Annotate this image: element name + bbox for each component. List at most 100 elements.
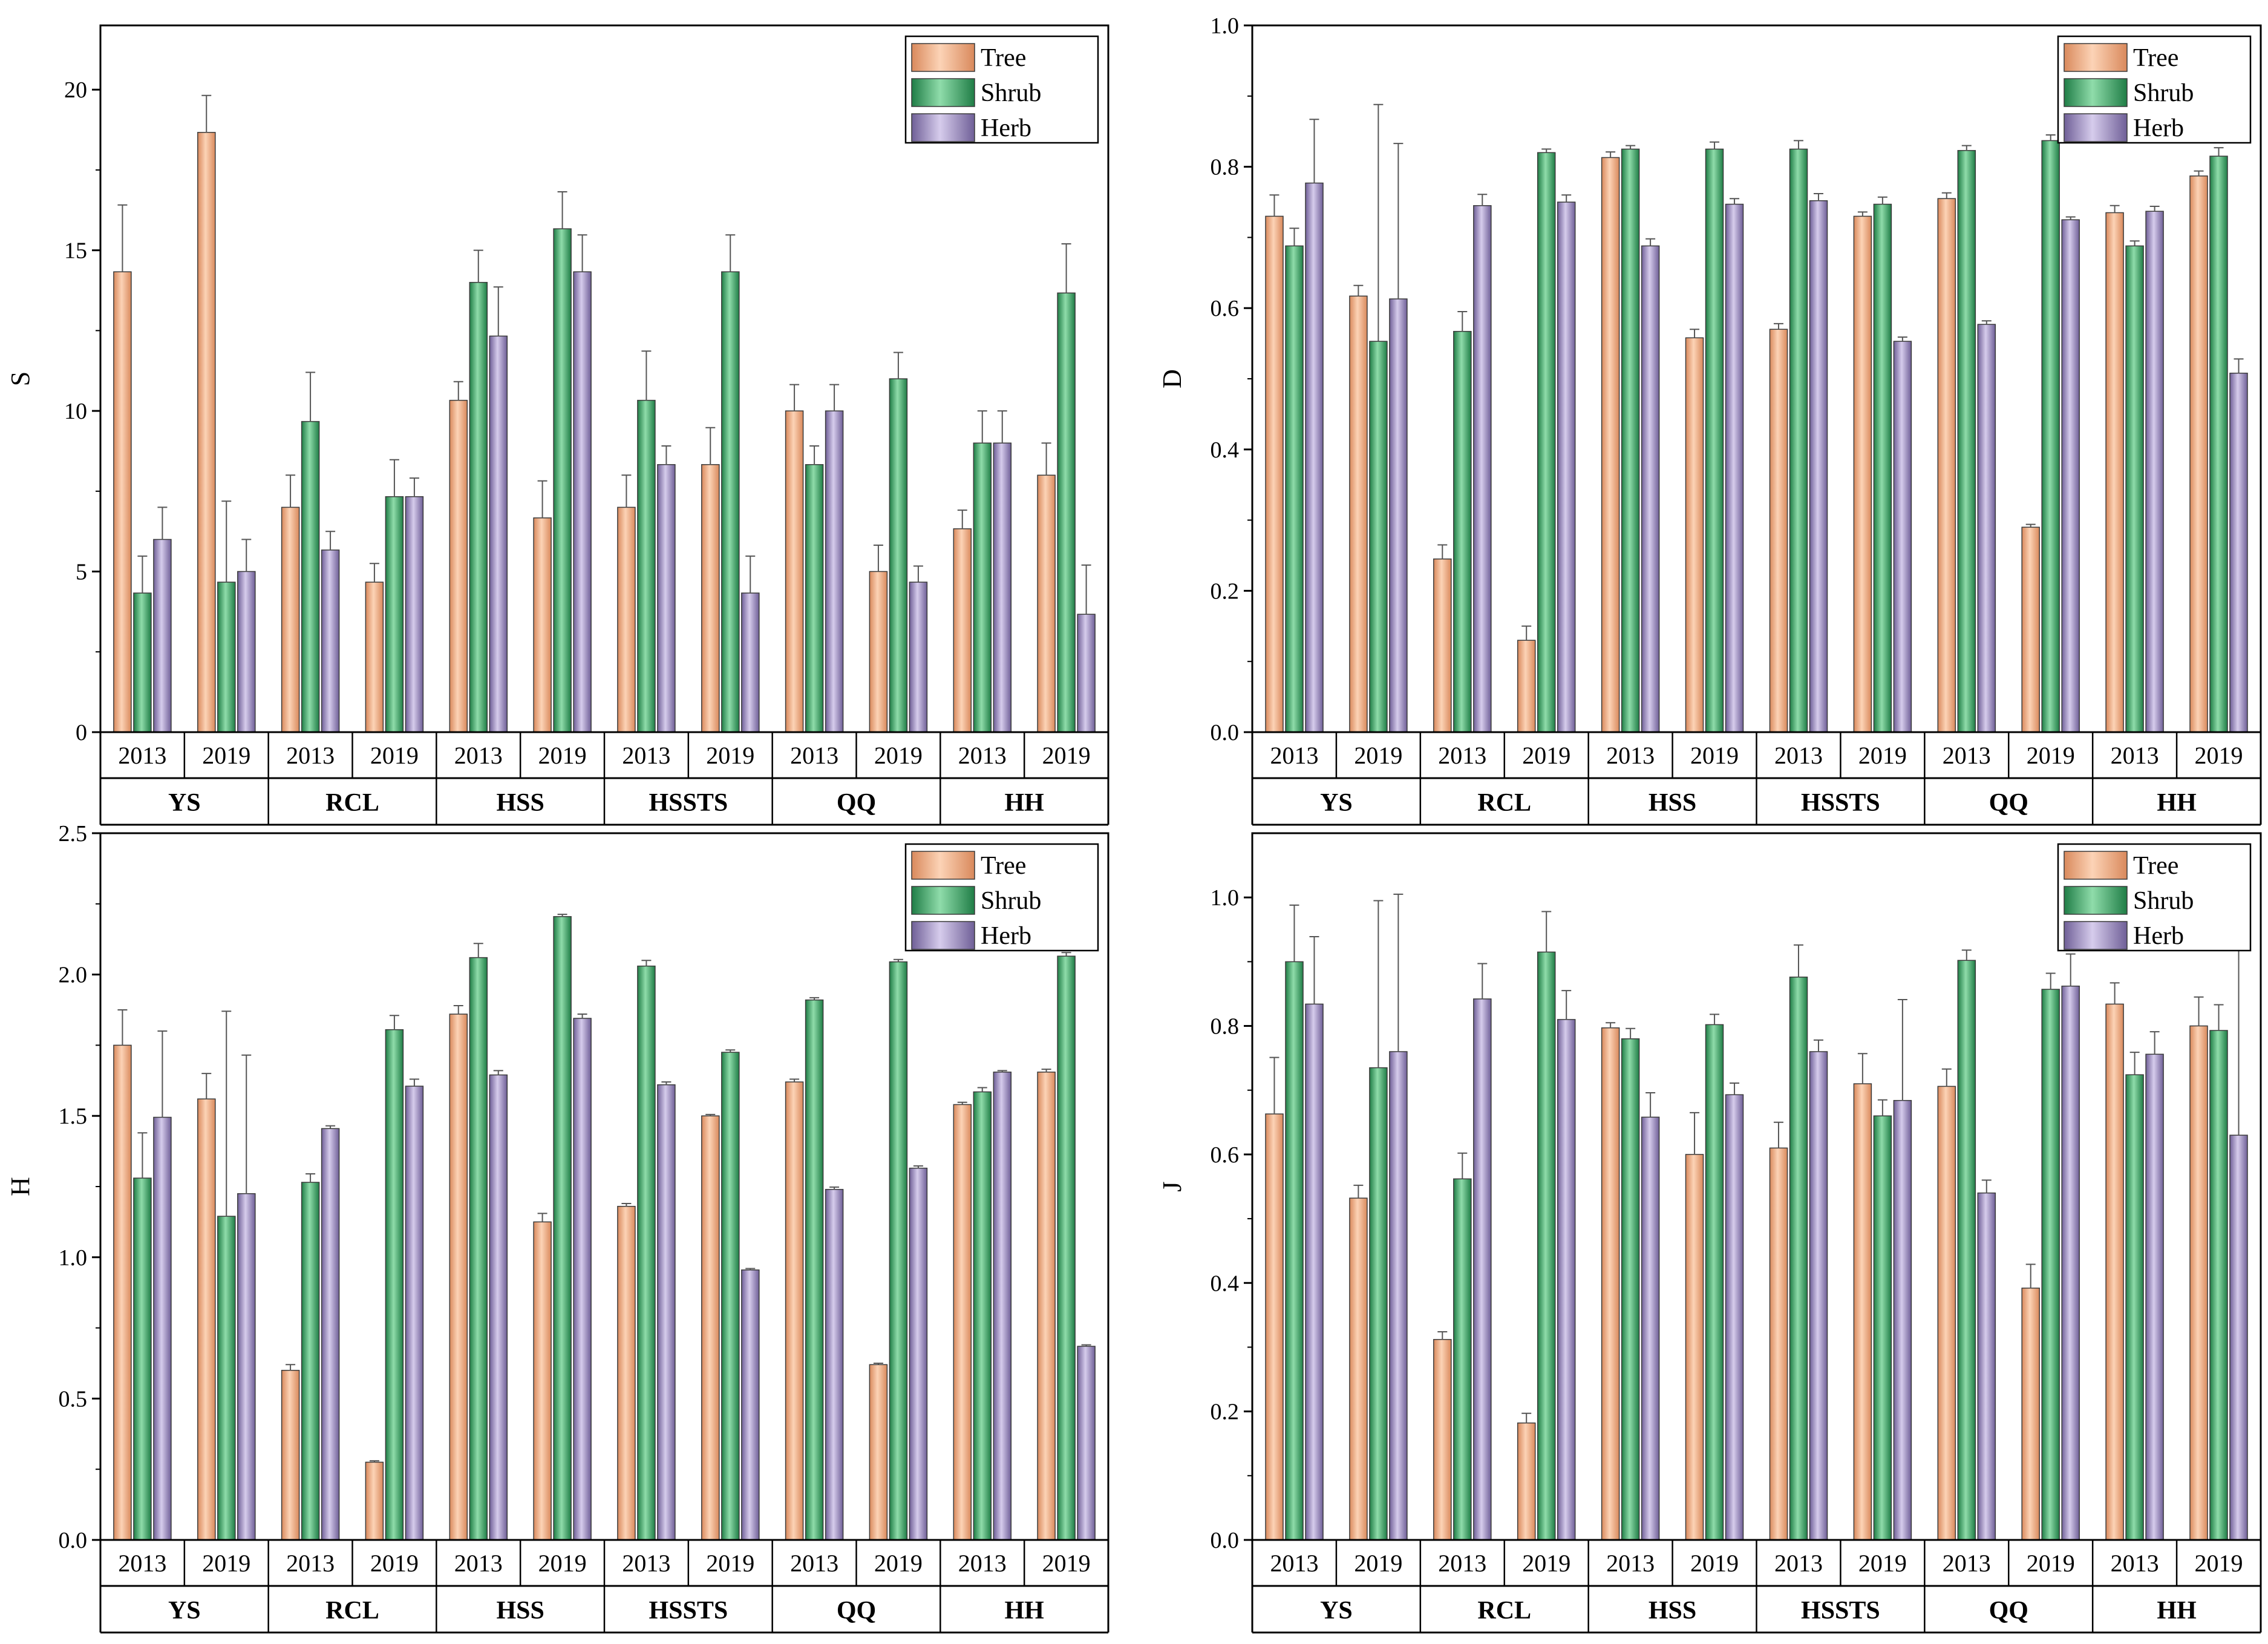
year-label: 2019	[1354, 1550, 1402, 1577]
bar-shrub-qq-2019	[2041, 140, 2060, 733]
bar-tree-qq-2019	[2021, 526, 2040, 733]
y-tick-label: 0.0	[59, 1528, 88, 1553]
bar-herb-qq-2013	[1977, 1192, 1996, 1541]
bar-shrub-ys-2013	[133, 1177, 152, 1541]
year-label: 2019	[2195, 742, 2243, 769]
year-label: 2013	[286, 742, 335, 769]
bar-shrub-qq-2019	[889, 961, 908, 1541]
y-tick-label: 15	[64, 238, 87, 264]
year-label: 2019	[1858, 1550, 1907, 1577]
legend-swatch-shrub	[911, 886, 975, 915]
bar-tree-hssts-2019	[701, 1115, 720, 1541]
bar-shrub-hh-2019	[2209, 1030, 2228, 1541]
bar-tree-hh-2019	[2189, 175, 2208, 733]
panel-s-species-richness: 0 5 10 15 20 S 2013 2019 2013 2019 2013 2019 2013 201…	[5, 24, 1109, 826]
legend-swatch-herb	[2064, 921, 2128, 950]
bar-shrub-ys-2013	[1285, 245, 1304, 733]
bar-tree-qq-2013	[1937, 198, 1956, 733]
bar-tree-qq-2019	[869, 571, 888, 733]
bar-shrub-rcl-2019	[385, 1029, 404, 1541]
year-label: 2019	[1522, 742, 1570, 769]
y-tick-label: 1.5	[59, 1104, 88, 1129]
bar-herb-hh-2019	[1077, 614, 1096, 733]
legend-label-herb: Herb	[2133, 114, 2184, 142]
legend-swatch-tree	[911, 851, 975, 880]
bar-tree-qq-2019	[869, 1364, 888, 1541]
y-tick-label: 0.8	[1211, 155, 1240, 180]
bar-shrub-hss-2019	[1705, 148, 1724, 733]
y-axis-label: S	[5, 372, 35, 386]
bar-shrub-qq-2013	[1957, 149, 1976, 733]
year-label: 2019	[1042, 742, 1091, 769]
legend-label-herb: Herb	[2133, 922, 2184, 950]
bar-herb-hh-2019	[2229, 1135, 2248, 1541]
site-label-ys: YS	[168, 789, 201, 817]
bar-herb-hh-2013	[2145, 211, 2164, 733]
bar-shrub-hh-2019	[2209, 156, 2228, 733]
legend-label-shrub: Shrub	[2133, 887, 2194, 915]
bar-shrub-qq-2019	[2041, 989, 2060, 1541]
legend-swatch-shrub	[2064, 886, 2128, 915]
bar-herb-rcl-2019	[1557, 1019, 1576, 1541]
bar-shrub-hssts-2013	[1789, 977, 1808, 1541]
y-tick-label: 20	[64, 77, 87, 103]
legend-swatch-shrub	[911, 78, 975, 107]
bar-tree-hssts-2013	[1769, 1147, 1788, 1541]
bar-tree-rcl-2019	[365, 1461, 384, 1541]
y-tick-label: 0.4	[1211, 1271, 1240, 1296]
bar-herb-hssts-2019	[741, 592, 760, 733]
year-label: 2019	[1690, 1550, 1739, 1577]
bar-herb-hssts-2013	[1809, 1051, 1828, 1541]
year-label: 2013	[790, 1550, 838, 1577]
panel-j-pielou-evenness: 0.0 0.2 0.4 0.6 0.8 1.0 J 2013 2019 2013 2019 2013 2…	[1157, 832, 2262, 1634]
site-label-hss: HSS	[496, 789, 544, 817]
bar-herb-hss-2019	[573, 271, 592, 733]
bar-herb-ys-2013	[153, 539, 172, 733]
bar-tree-hss-2019	[1685, 1154, 1704, 1541]
bar-shrub-hh-2013	[2125, 1074, 2144, 1541]
year-label: 2013	[1270, 1550, 1318, 1577]
bar-herb-hssts-2013	[657, 464, 676, 733]
bar-tree-hh-2013	[953, 528, 972, 733]
year-label: 2019	[874, 1550, 923, 1577]
legend-label-shrub: Shrub	[981, 887, 1041, 915]
bar-shrub-hss-2019	[553, 916, 572, 1541]
bar-shrub-hh-2019	[1057, 292, 1076, 733]
bar-tree-ys-2019	[197, 132, 216, 733]
site-label-ys: YS	[1320, 789, 1353, 817]
bar-tree-rcl-2019	[1517, 640, 1536, 733]
year-label: 2019	[706, 742, 754, 769]
bar-tree-qq-2013	[1937, 1086, 1956, 1541]
site-label-hh: HH	[2157, 1597, 2196, 1625]
bar-shrub-hss-2013	[1621, 1038, 1640, 1541]
bar-herb-hss-2013	[489, 1074, 508, 1541]
bar-shrub-ys-2019	[1369, 1067, 1388, 1541]
bar-herb-ys-2013	[153, 1116, 172, 1541]
bar-tree-hssts-2019	[1853, 1083, 1872, 1541]
y-tick-label: 2.0	[59, 963, 88, 988]
year-label: 2013	[1943, 1550, 1991, 1577]
bar-tree-hssts-2013	[1769, 329, 1788, 733]
year-label: 2013	[1438, 1550, 1486, 1577]
panel-h-shannon-index: 0.0 0.5 1.0 1.5 2.0 2.5 H 2013 2019 2013 2019 2013 2…	[5, 821, 1109, 1634]
bar-herb-hss-2019	[573, 1018, 592, 1541]
bar-herb-hssts-2013	[1809, 200, 1828, 733]
year-label: 2019	[202, 1550, 250, 1577]
bar-tree-rcl-2013	[1433, 1338, 1452, 1541]
year-label: 2019	[874, 742, 923, 769]
year-label: 2019	[370, 1550, 419, 1577]
legend-swatch-herb	[2064, 113, 2128, 142]
bar-shrub-qq-2013	[805, 999, 824, 1541]
legend-label-tree: Tree	[2133, 852, 2178, 880]
bar-tree-hss-2013	[449, 399, 468, 733]
year-label: 2013	[1270, 742, 1318, 769]
bar-herb-hh-2013	[2145, 1053, 2164, 1541]
bar-herb-rcl-2013	[321, 1128, 340, 1541]
bar-shrub-hssts-2019	[721, 1052, 740, 1541]
bar-tree-hss-2013	[1601, 157, 1620, 733]
legend-swatch-tree	[2064, 851, 2128, 880]
y-tick-label: 1.0	[1211, 885, 1240, 911]
legend-label-tree: Tree	[981, 44, 1026, 72]
bar-tree-ys-2013	[113, 271, 132, 733]
bar-herb-qq-2019	[2061, 219, 2080, 733]
